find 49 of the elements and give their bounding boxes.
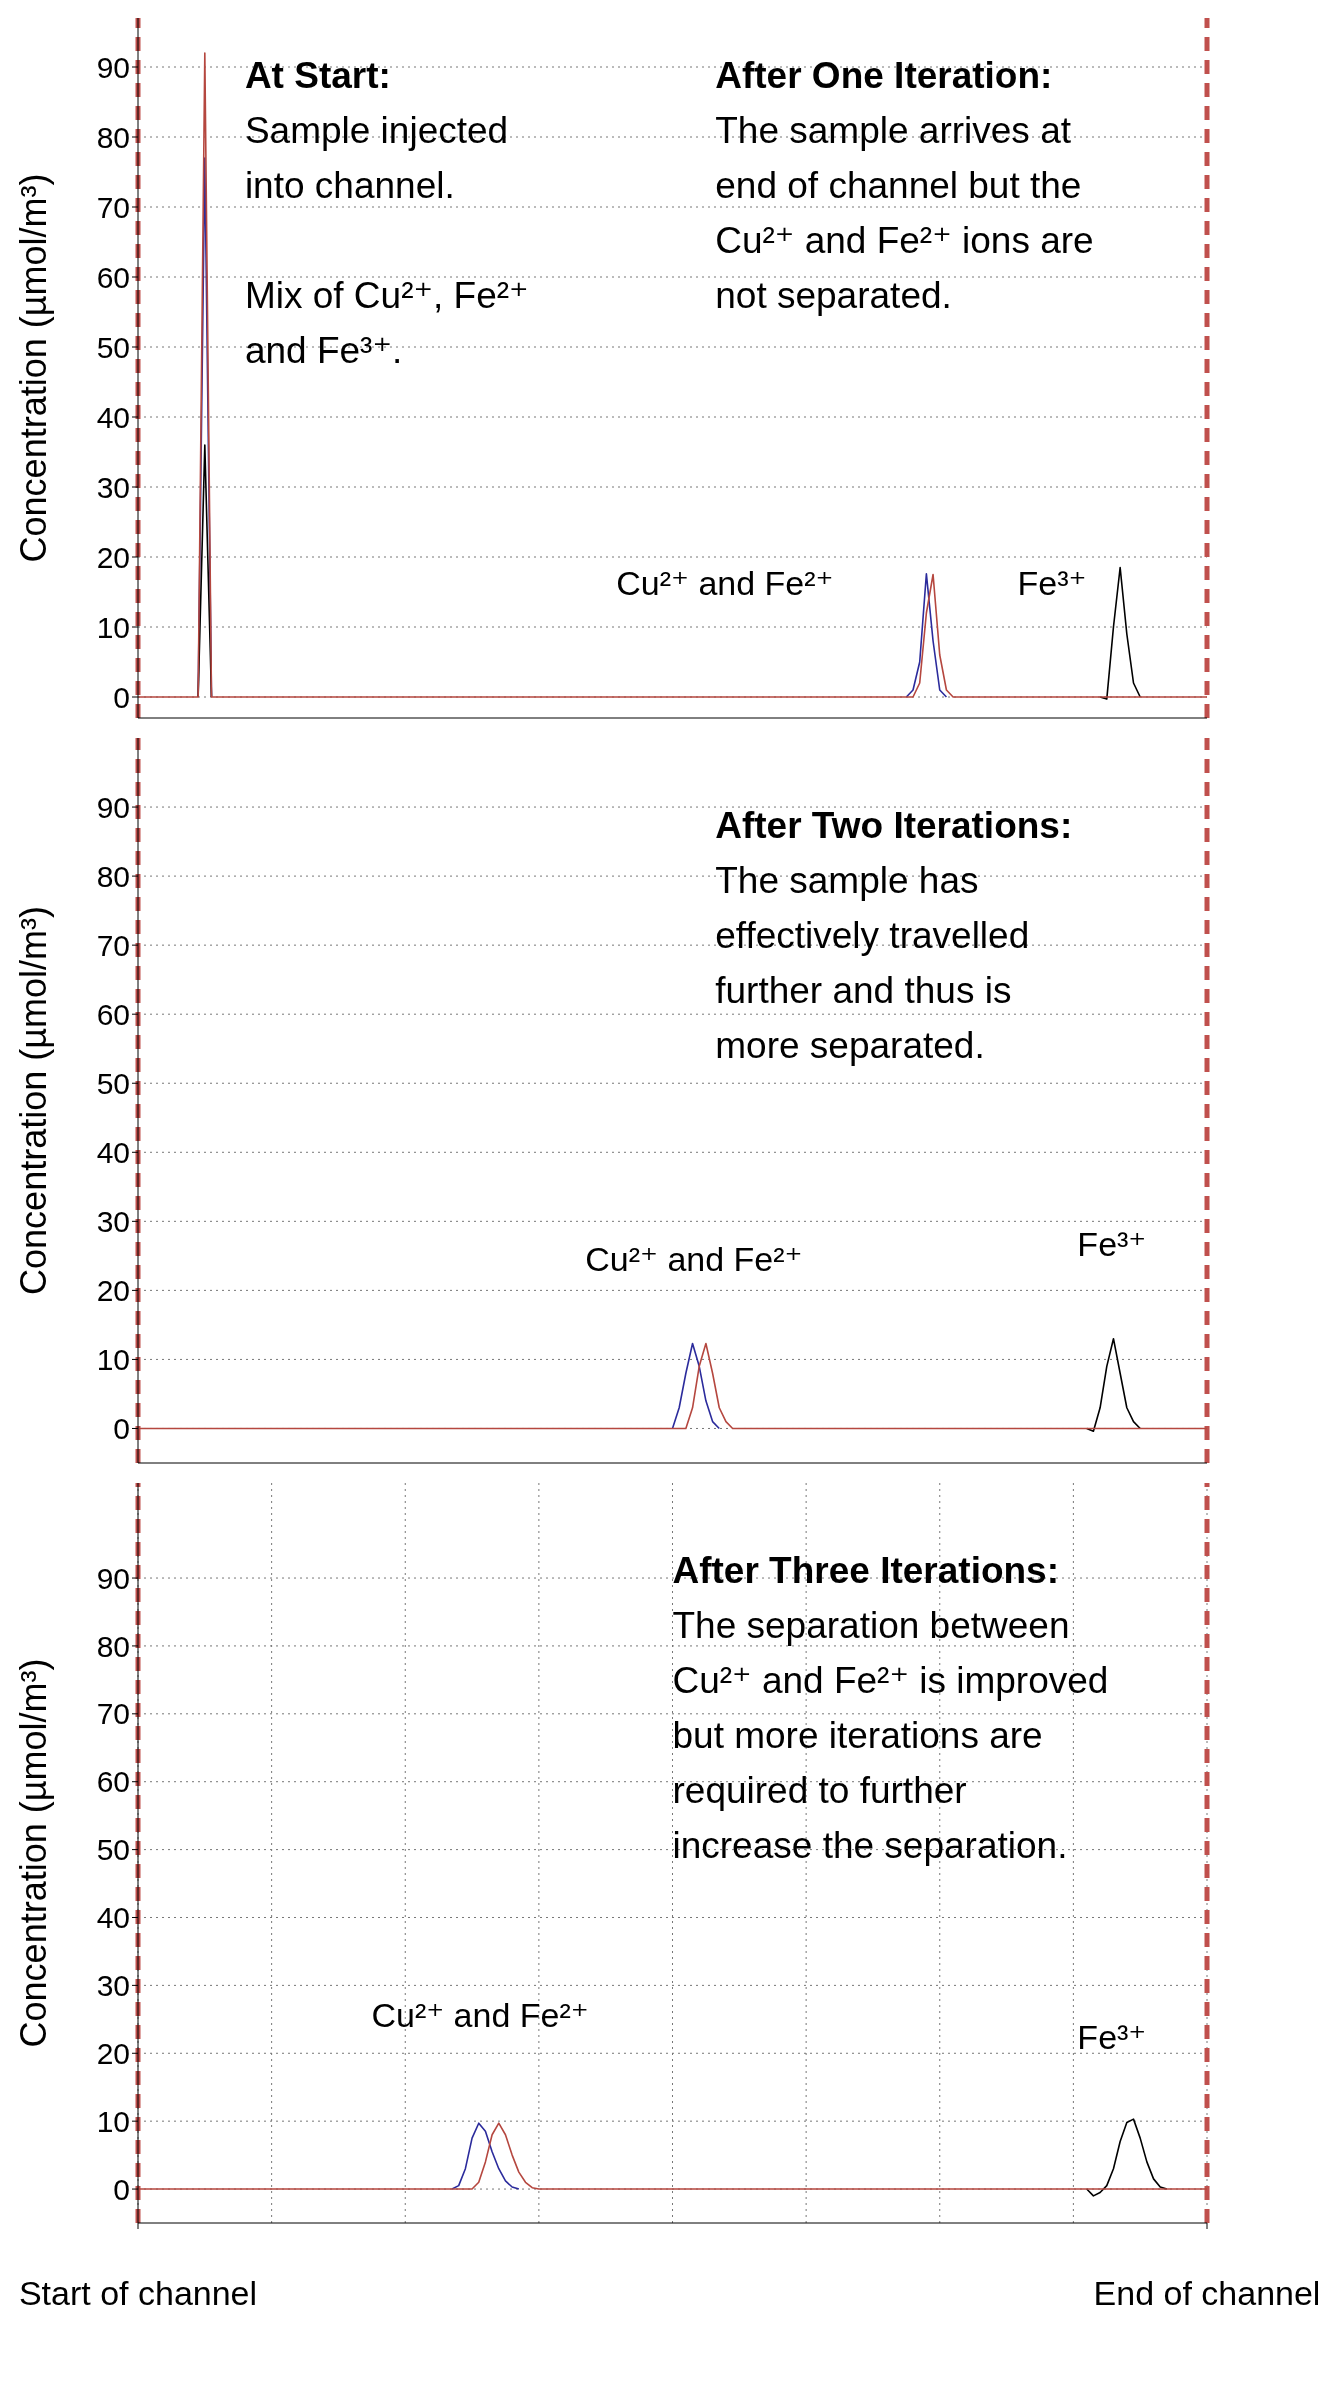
annotation: Fe³⁺	[1077, 1224, 1147, 1264]
y-tick-label: 50	[96, 330, 130, 364]
y-tick-label: 60	[96, 997, 130, 1031]
y-tick-label: 60	[96, 260, 130, 294]
y-tick-label: 50	[96, 1833, 130, 1867]
y-tick-label: 0	[113, 680, 130, 714]
annotation: Fe³⁺	[1017, 563, 1087, 603]
y-tick-label: 80	[96, 1629, 130, 1663]
y-tick-label: 40	[96, 1135, 130, 1169]
y-axis-title: Concentration (µmol/m³)	[12, 906, 54, 1295]
y-tick-label: 50	[96, 1066, 130, 1100]
y-tick-label: 20	[96, 1274, 130, 1308]
text: Sample injected into channel. Mix of Cu²⁺, Fe²⁺ and Fe³⁺.	[244, 110, 529, 371]
y-tick-label: 0	[113, 2172, 130, 2206]
annotation: The separation between Cu²⁺ and Fe²⁺ is improved but more iterations are required to further increase the separation.	[672, 1604, 1109, 1868]
y-tick-label: 40	[96, 1901, 130, 1935]
y-tick-label: 90	[96, 50, 130, 84]
y-tick-label: 90	[96, 1561, 130, 1595]
y-axis-title: Concentration (µmol/m³)	[12, 173, 54, 563]
y-axis-title: Concentration (µmol/m³)	[12, 1658, 54, 2048]
x-tick-label: Start of channel	[18, 2274, 258, 2313]
annotation: After Two Iterations:	[715, 804, 1073, 848]
y-tick-label: 30	[96, 1204, 130, 1238]
y-tick-label: 80	[96, 120, 130, 154]
y-tick-label: 70	[96, 1697, 130, 1731]
annotation: Cu²⁺ and Fe²⁺	[585, 1238, 803, 1279]
y-tick-label: 90	[96, 790, 130, 824]
y-tick-label: 10	[96, 610, 130, 644]
annotation: After Three Iterations:	[672, 1549, 1060, 1593]
y-tick-label: 20	[96, 2036, 130, 2070]
annotation: Cu²⁺ and Fe²⁺	[371, 1994, 589, 2035]
y-tick-label: 10	[96, 1343, 130, 1377]
y-tick-label: 30	[96, 470, 130, 504]
annotation: After One Iteration:	[715, 54, 1054, 98]
y-tick-label: 20	[96, 540, 130, 574]
annotation: Cu²⁺ and Fe²⁺	[616, 563, 834, 603]
y-tick-label: 60	[96, 1765, 130, 1799]
y-tick-label: 80	[96, 859, 130, 893]
y-tick-label: 0	[113, 1412, 130, 1446]
x-tick-label: End of channel	[1093, 2274, 1321, 2313]
annotation: Fe³⁺	[1077, 2016, 1147, 2057]
y-tick-label: 10	[96, 2104, 130, 2138]
y-tick-label: 70	[96, 928, 130, 962]
y-tick-label: 70	[96, 190, 130, 224]
y-tick-label: 40	[96, 400, 130, 434]
annotation: The sample arrives at end of channel but the Cu²⁺ and Fe²⁺ ions are not separated.	[715, 109, 1094, 318]
annotation: The sample has effectively travelled further and thus is more separated.	[715, 859, 1031, 1068]
annotation: At Start:	[244, 54, 392, 98]
y-tick-label: 30	[96, 1969, 130, 2003]
